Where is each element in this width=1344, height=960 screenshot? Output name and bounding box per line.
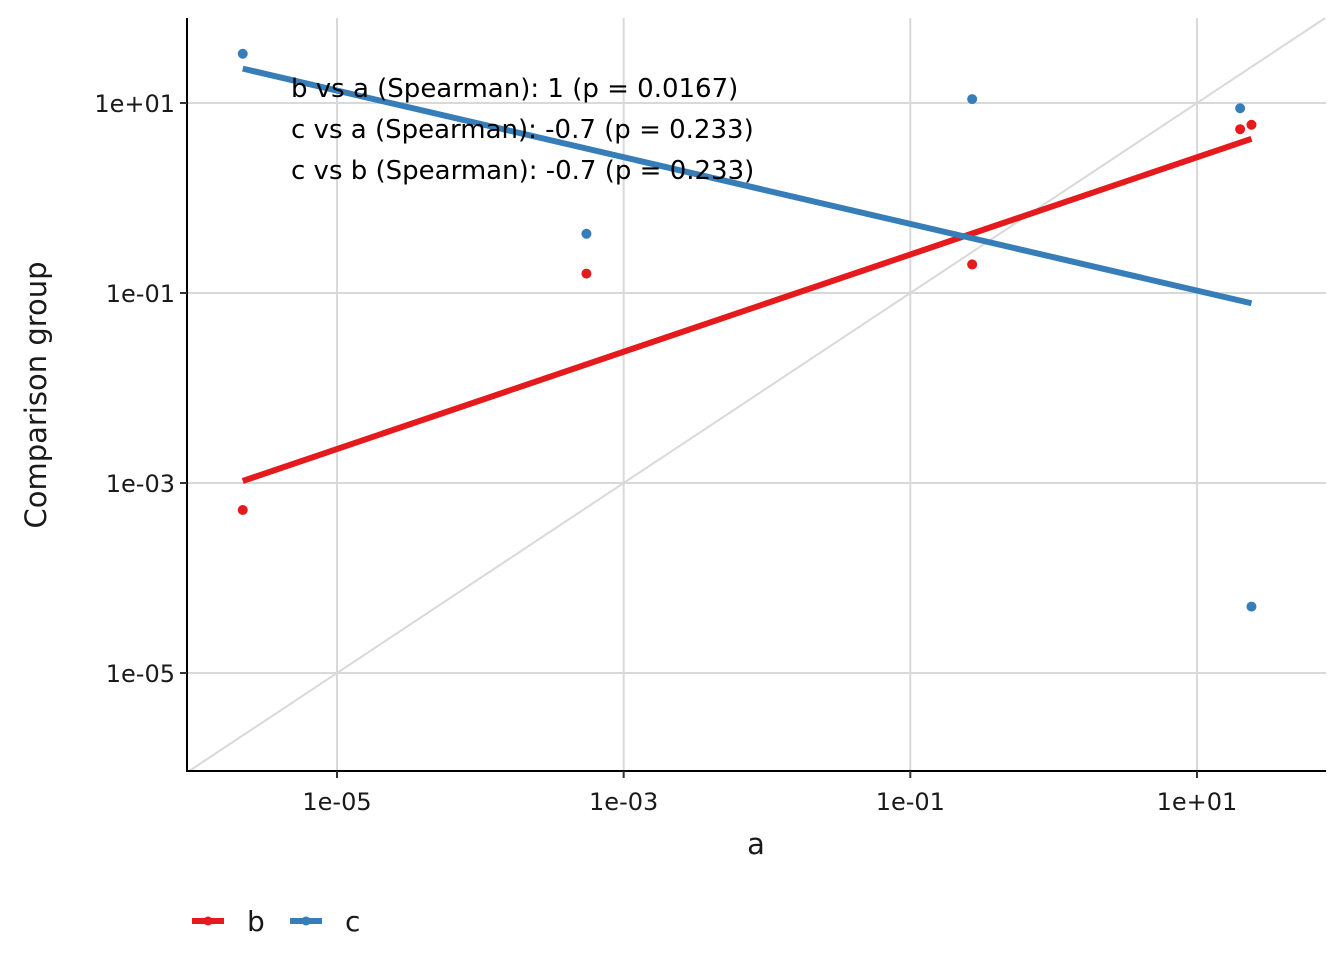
- x-tick-label-1: 1e-03: [589, 788, 658, 816]
- point-c-4: [1246, 601, 1257, 612]
- legend-label-c: c: [345, 905, 360, 938]
- point-b-3: [1235, 124, 1246, 135]
- legend-item-c: c: [290, 905, 360, 938]
- fit-line-c: [242, 65, 1253, 307]
- point-b-4: [1246, 119, 1257, 130]
- x-tick-label-0: 1e-05: [302, 788, 371, 816]
- point-c-2: [967, 94, 978, 105]
- annotation-b-vs-a: b vs a (Spearman): 1 (p = 0.0167): [291, 74, 738, 104]
- point-c-0: [237, 48, 248, 59]
- grid: [187, 18, 1326, 771]
- legend-key-dot-c: [301, 916, 311, 926]
- identity-line: [188, 17, 1326, 772]
- y-tick-label-2: 1e-01: [106, 280, 175, 308]
- legend-key-dot-b: [203, 916, 213, 926]
- fit-lines: [241, 65, 1253, 484]
- x-tick-labels: 1e-05 1e-03 1e-01 1e+01: [302, 788, 1237, 816]
- point-b-2: [967, 259, 978, 270]
- fit-line-b: [241, 135, 1253, 484]
- y-axis-title: Comparison group: [19, 261, 53, 528]
- annotation-c-vs-b: c vs b (Spearman): -0.7 (p = 0.233): [291, 156, 754, 186]
- axes: [180, 18, 1326, 778]
- y-tick-label-0: 1e-05: [106, 660, 175, 688]
- point-b-0: [237, 504, 248, 515]
- x-axis-title: a: [747, 827, 765, 861]
- annotation-c-vs-a: c vs a (Spearman): -0.7 (p = 0.233): [291, 115, 754, 145]
- x-tick-label-2: 1e-01: [876, 788, 945, 816]
- point-b-1: [581, 268, 592, 279]
- legend-item-b: b: [192, 905, 265, 938]
- point-c-3: [1235, 103, 1246, 114]
- x-tick-label-3: 1e+01: [1157, 788, 1238, 816]
- legend-label-b: b: [247, 905, 265, 938]
- points: [237, 48, 1257, 612]
- y-tick-labels: 1e-05 1e-03 1e-01 1e+01: [94, 90, 175, 688]
- y-tick-label-1: 1e-03: [106, 470, 175, 498]
- identity-line-layer: [188, 17, 1326, 772]
- legend: b c: [192, 905, 360, 938]
- point-c-1: [581, 228, 592, 239]
- y-tick-label-3: 1e+01: [94, 90, 175, 118]
- annotations: b vs a (Spearman): 1 (p = 0.0167) c vs a…: [291, 74, 754, 186]
